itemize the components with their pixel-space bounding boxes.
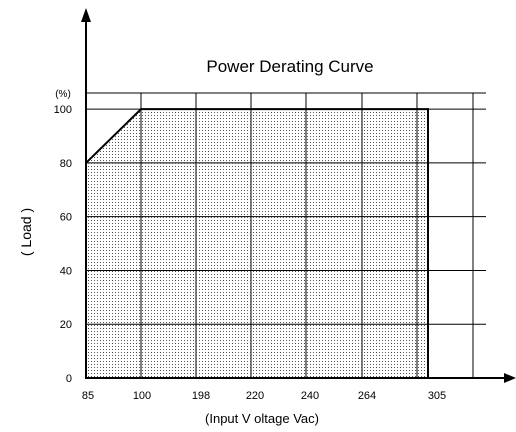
x-axis-arrow — [504, 373, 516, 383]
y-tick-labels: 0 20 40 60 80 100 — [54, 104, 72, 385]
y-tick-label: 20 — [60, 319, 72, 331]
x-tick-label: 100 — [133, 390, 151, 402]
y-tick-label: 80 — [60, 158, 72, 170]
y-tick-label: 40 — [60, 265, 72, 277]
x-tick-label: 220 — [246, 390, 264, 402]
chart-title: Power Derating Curve — [206, 57, 373, 76]
x-tick-label: 240 — [301, 390, 319, 402]
y-unit-label: (%) — [55, 89, 71, 100]
y-tick-label: 0 — [66, 373, 72, 385]
y-tick-label: 100 — [54, 104, 72, 116]
y-axis-label: ( Load ) — [18, 208, 34, 256]
axes — [81, 8, 516, 383]
derating-area-fill — [85, 108, 429, 379]
x-tick-label: 198 — [192, 390, 210, 402]
x-tick-label: 264 — [358, 390, 376, 402]
x-tick-label: 305 — [428, 390, 446, 402]
x-tick-label: 85 — [82, 390, 94, 402]
y-tick-label: 60 — [60, 212, 72, 224]
derating-area — [85, 108, 429, 379]
y-axis-arrow — [81, 8, 91, 22]
x-axis-label: (Input V oltage Vac) — [205, 411, 319, 426]
x-tick-labels: 85 100 198 220 240 264 305 — [82, 390, 446, 402]
